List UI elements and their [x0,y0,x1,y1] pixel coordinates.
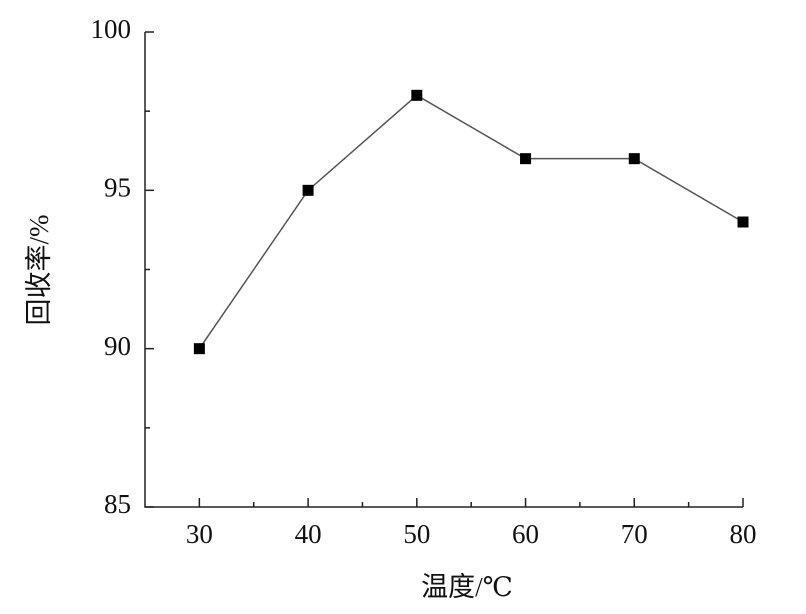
x-tick-label: 70 [621,519,648,549]
axes [144,32,743,508]
y-tick-label: 90 [104,331,131,361]
x-axis-label: 温度/℃ [421,572,513,602]
data-point [193,343,205,355]
x-tick-label: 40 [295,519,322,549]
y-tick-label: 100 [91,14,132,44]
y-axis-label: 回收率/% [24,215,54,326]
data-point [628,153,640,165]
x-tick-label: 50 [403,519,430,549]
y-tick-label: 95 [104,173,131,203]
x-tick-label: 80 [730,519,757,549]
x-tick-label: 30 [186,519,213,549]
data-point [302,184,314,196]
data-line [198,94,744,350]
y-tick-label: 85 [104,489,131,519]
data-point [411,89,423,101]
data-point [520,153,532,165]
x-tick-label: 60 [512,519,539,549]
data-point [737,216,749,228]
